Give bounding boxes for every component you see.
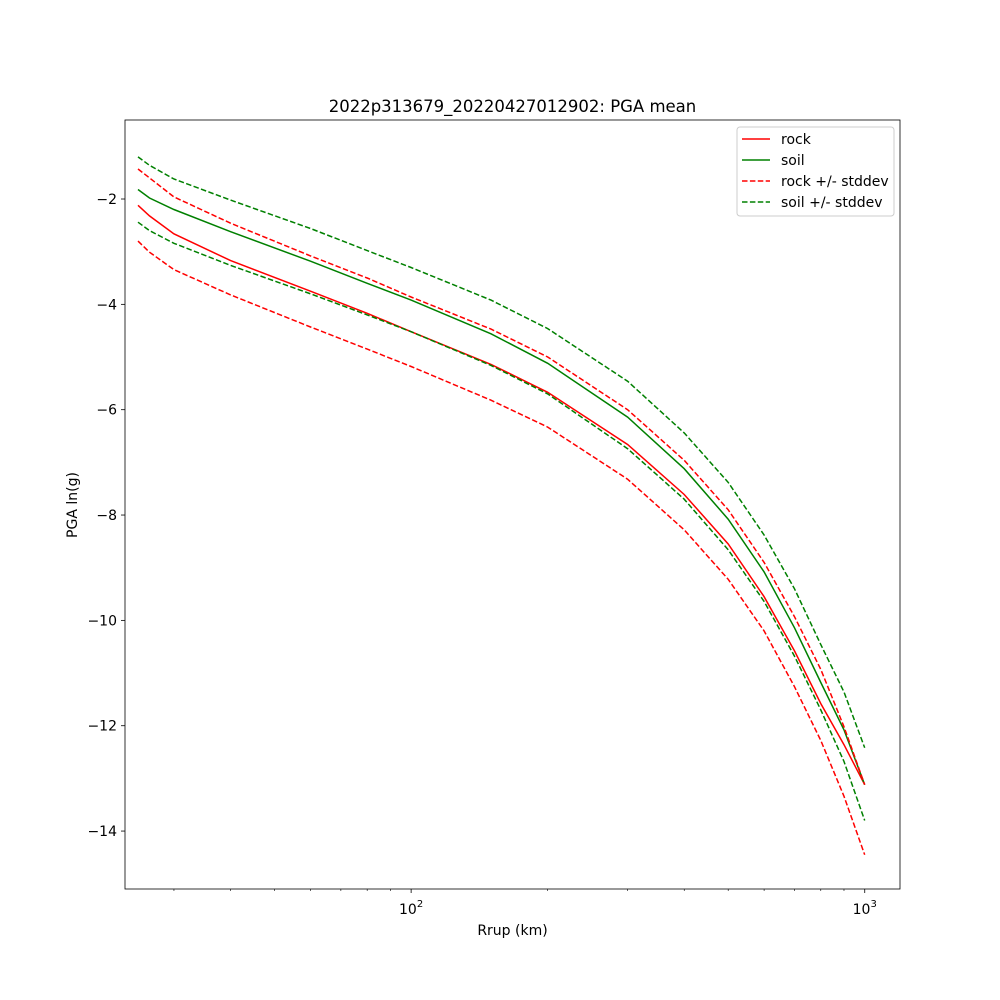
plot-area: −2 −4 −6 −8 −10 −12 −14 102 103 [87, 119, 901, 918]
x-tick-label: 103 [853, 899, 877, 918]
series-soil-line [137, 188, 866, 785]
legend-label: soil [781, 153, 805, 169]
legend-label: rock +/- stddev [781, 174, 889, 190]
legend-box [736, 126, 895, 217]
chart-title: 2022p313679_20220427012902: PGA mean [329, 97, 697, 117]
series-band-3-line [137, 168, 866, 785]
y-tick-label: −8 [96, 508, 117, 524]
y-tick-label: −14 [87, 824, 117, 840]
legend-label: soil +/- stddev [781, 195, 883, 211]
series-rock-line [137, 204, 866, 786]
y-tick-label: −4 [96, 297, 117, 313]
legend: rock soil rock +/- stddev soil +/- stddev [736, 126, 895, 217]
y-tick-label: −2 [96, 192, 117, 208]
y-tick-label: −12 [87, 719, 117, 735]
y-tick-label: −6 [96, 403, 117, 419]
axes-frame [124, 119, 901, 890]
series-soil-stddev-line [137, 221, 866, 821]
legend-label: rock [781, 132, 812, 148]
y-tick-label: −10 [87, 613, 117, 629]
x-tick-label: 102 [399, 899, 423, 918]
series-rock-stddev-line [137, 240, 866, 856]
x-axis-title: Rrup (km) [477, 923, 547, 939]
series-band-5-line [137, 156, 866, 749]
y-axis-title: PGA ln(g) [65, 472, 81, 538]
